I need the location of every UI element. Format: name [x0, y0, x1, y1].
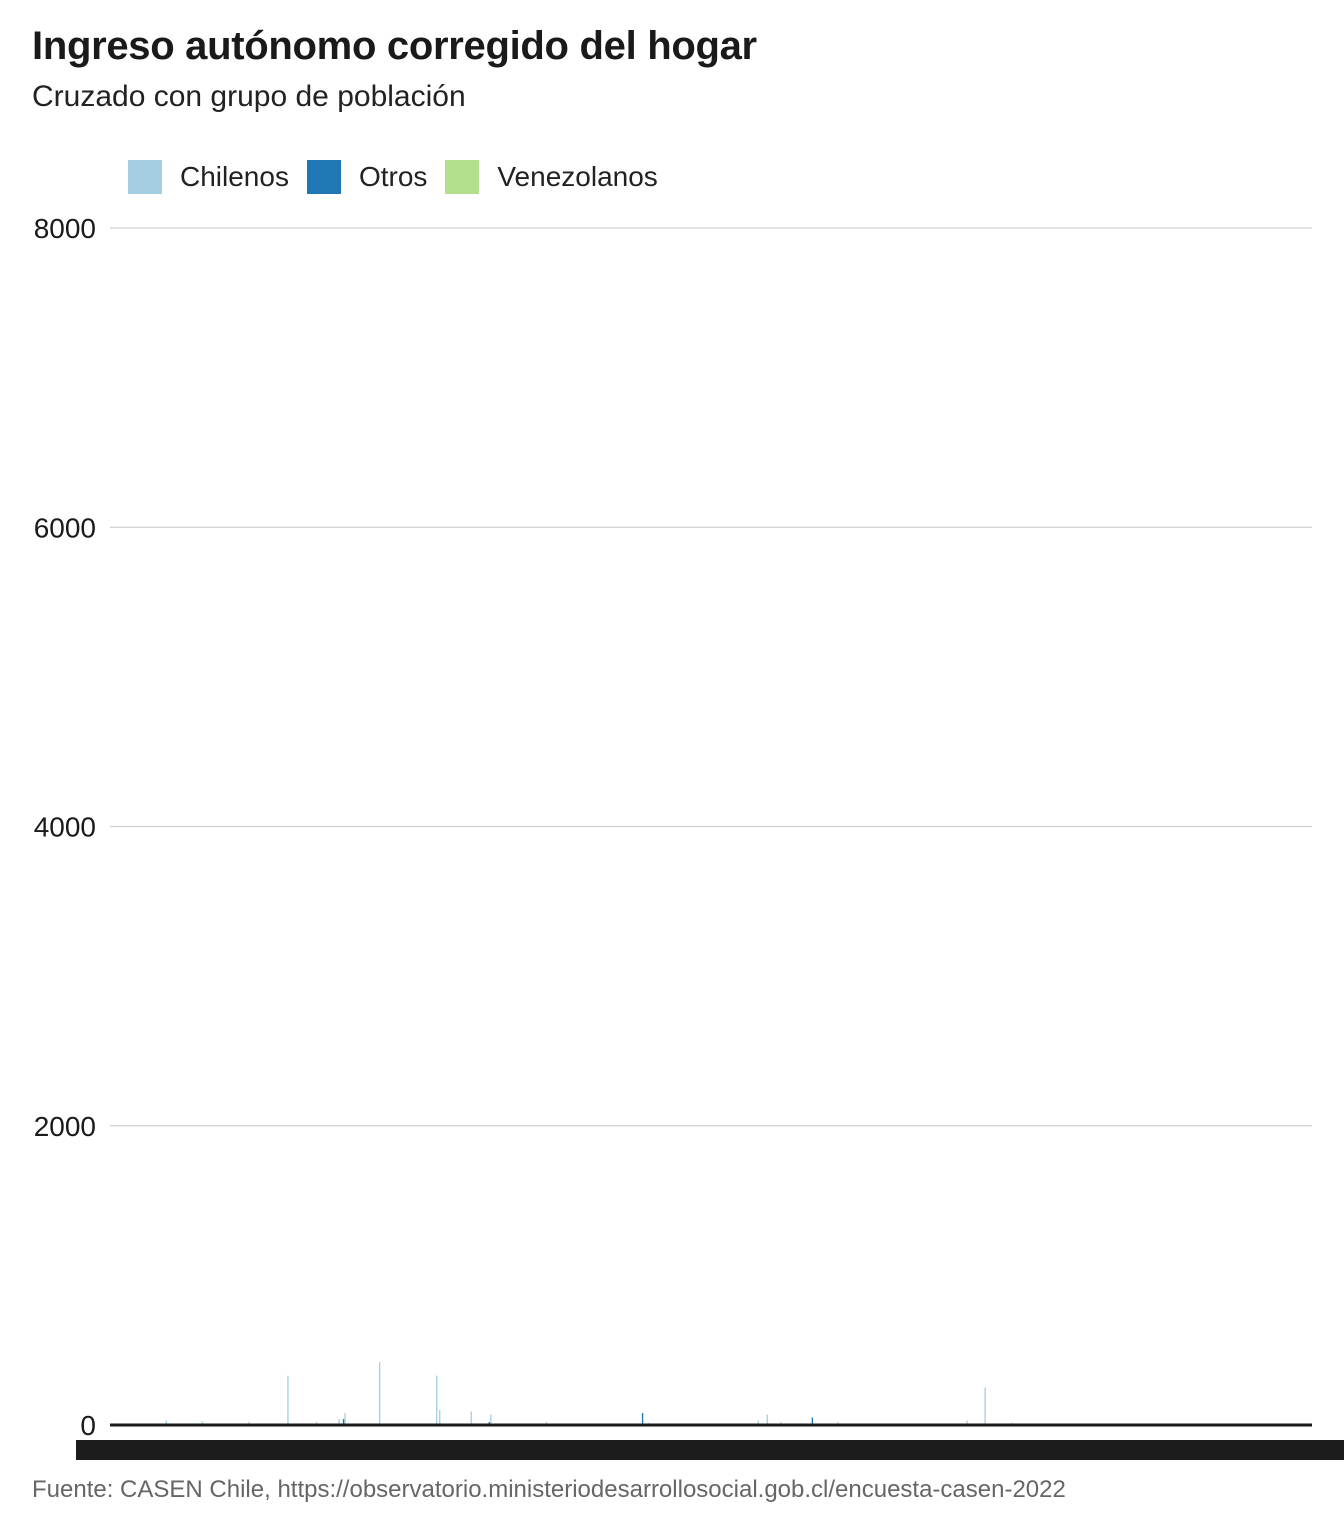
bar-chilenos [966, 1420, 968, 1425]
y-tick-label: 0 [80, 1410, 96, 1441]
chart-legend: Chilenos Otros Venezolanos [128, 158, 676, 196]
bar-chilenos [490, 1414, 492, 1425]
legend-swatch-chilenos [128, 160, 162, 194]
bar-chilenos [439, 1410, 441, 1425]
x-tick-labels-band [76, 1440, 1344, 1460]
bar-chilenos [984, 1387, 986, 1425]
legend-item-otros: Otros [306, 160, 428, 194]
legend-swatch-otros [306, 160, 341, 194]
bar-otros [641, 1413, 644, 1425]
y-tick-label: 2000 [34, 1111, 96, 1142]
chart-title: Ingreso autónomo corregido del hogar [32, 24, 757, 68]
bar-otros [342, 1419, 345, 1425]
legend-label-otros: Otros [358, 161, 428, 192]
source-note: Fuente: CASEN Chile, https://observatori… [32, 1476, 1066, 1503]
bar-otros [811, 1417, 814, 1425]
bar-chart: 0 2000 4000 6000 8000 [34, 213, 1344, 1460]
legend-item-chilenos: Chilenos [128, 160, 289, 194]
legend-item-venezolanos: Venezolanos [445, 160, 658, 194]
bar-chilenos [338, 1419, 340, 1425]
bar-chilenos [757, 1420, 759, 1425]
legend-label-venezolanos: Venezolanos [497, 161, 658, 192]
bar-chilenos [201, 1421, 204, 1425]
chart-subtitle: Cruzado con grupo de población [32, 80, 466, 113]
bar-chilenos [766, 1414, 768, 1425]
bar-chilenos [287, 1375, 289, 1425]
y-tick-label: 8000 [34, 213, 96, 244]
bar-chilenos [378, 1362, 381, 1425]
bar-chilenos [344, 1413, 346, 1425]
legend-swatch-venezolanos [445, 160, 480, 194]
bar-chilenos [470, 1411, 472, 1425]
bar-chilenos [165, 1420, 167, 1425]
y-tick-label: 6000 [34, 512, 96, 543]
bar-chilenos [436, 1375, 438, 1425]
y-tick-label: 4000 [34, 812, 96, 843]
legend-label-chilenos: Chilenos [180, 161, 289, 192]
